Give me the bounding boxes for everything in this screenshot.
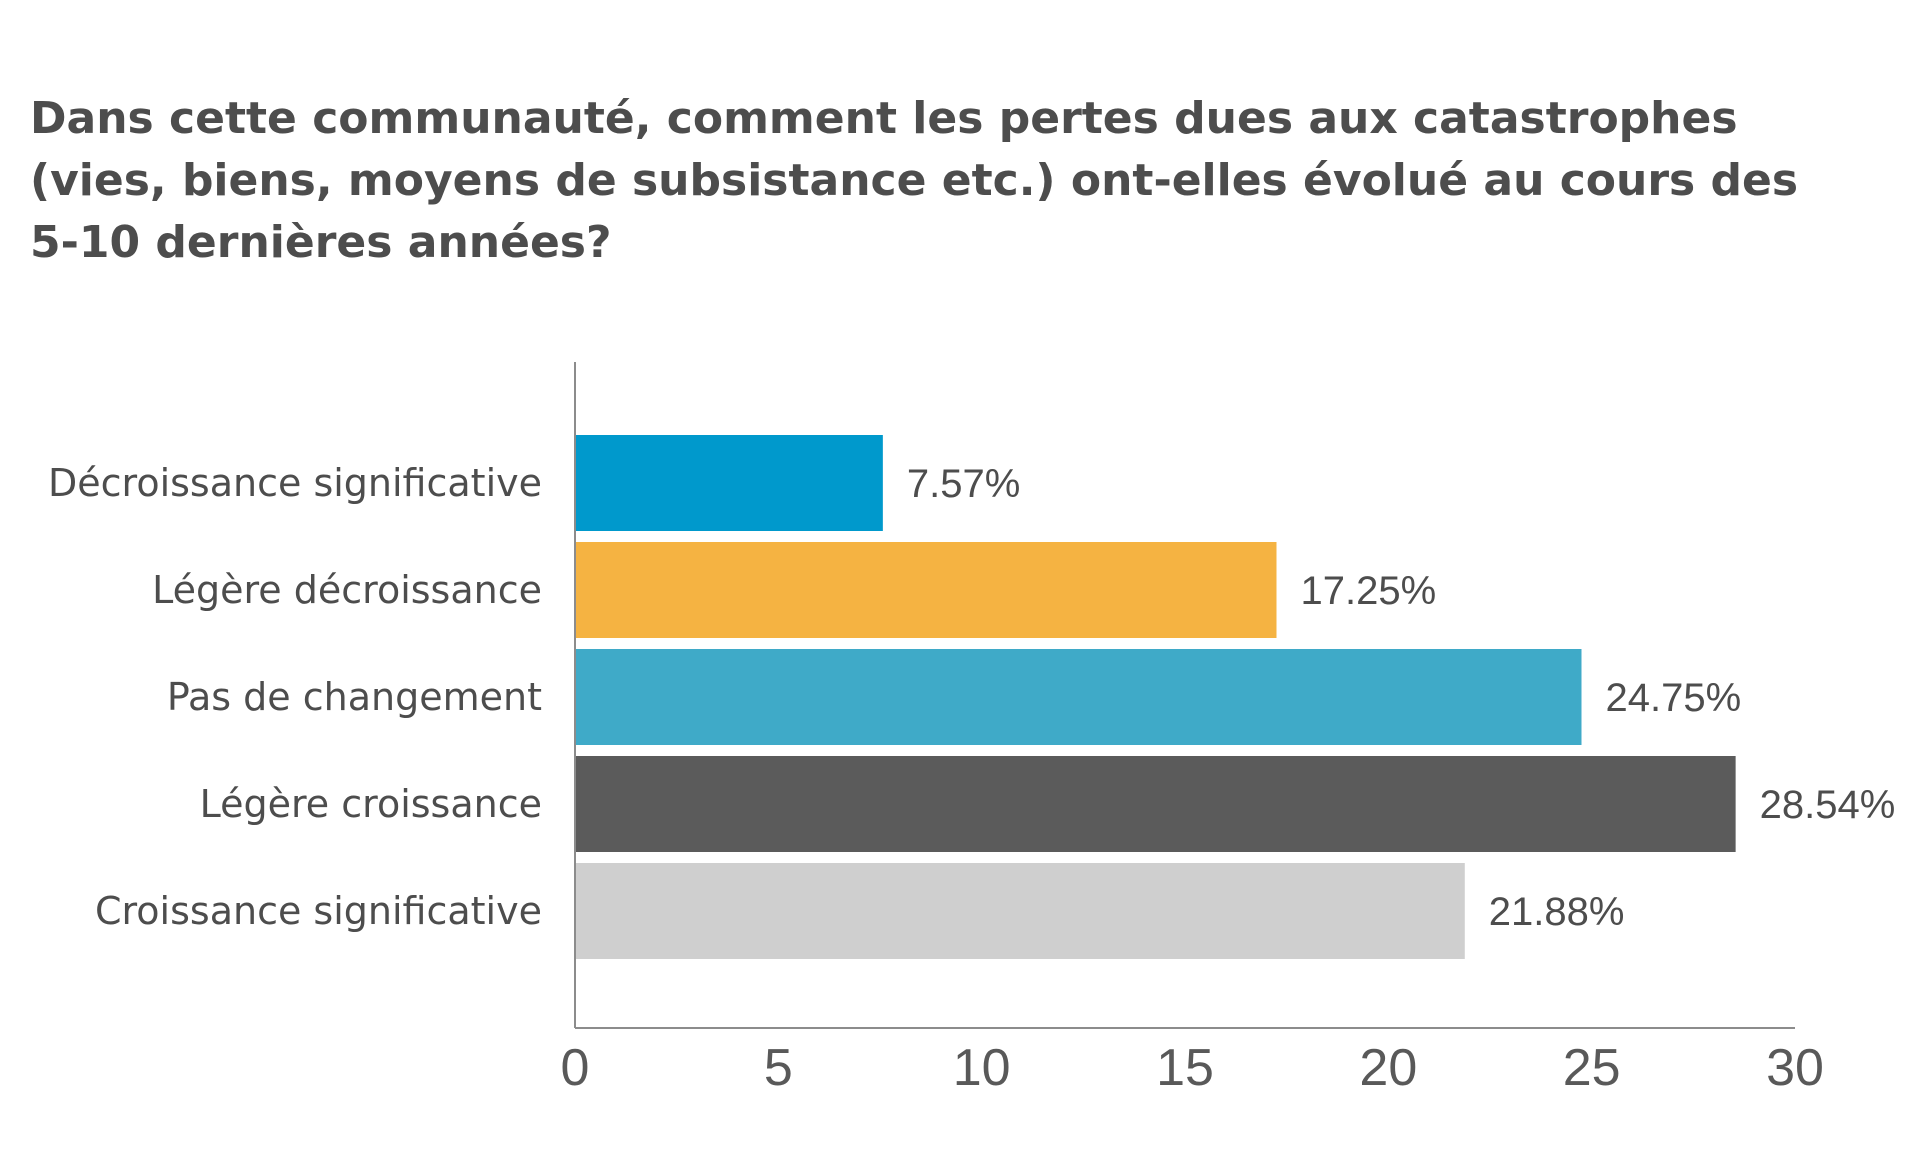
category-labels-group: Décroissance significative Légère décrois…: [48, 461, 542, 933]
bar: [576, 435, 883, 531]
value-label: 7.57%: [907, 462, 1020, 506]
x-ticks-group: 0 5 10 15 20 25 30: [561, 1039, 1824, 1097]
category-label: Pas de changement: [167, 675, 542, 719]
x-tick-label: 25: [1563, 1039, 1621, 1097]
value-label: 24.75%: [1606, 676, 1742, 720]
x-tick-label: 20: [1359, 1039, 1417, 1097]
chart-title: Dans cette communauté, comment les perte…: [30, 93, 1799, 268]
value-label: 28.54%: [1760, 783, 1896, 827]
category-label: Décroissance significative: [48, 461, 542, 505]
value-labels-group: 7.57% 17.25% 24.75% 28.54% 21.88%: [907, 462, 1895, 934]
category-label: Légère décroissance: [152, 568, 542, 612]
bar: [576, 756, 1736, 852]
x-tick-label: 5: [764, 1039, 793, 1097]
value-label: 17.25%: [1301, 569, 1437, 613]
bars-group: [576, 435, 1736, 959]
x-tick-label: 10: [953, 1039, 1011, 1097]
x-tick-label: 15: [1156, 1039, 1214, 1097]
bar: [576, 649, 1582, 745]
category-label: Croissance significative: [95, 889, 542, 933]
x-tick-label: 0: [561, 1039, 590, 1097]
bar: [576, 863, 1465, 959]
category-label: Légère croissance: [200, 782, 542, 826]
value-label: 21.88%: [1489, 890, 1625, 934]
bar: [576, 542, 1277, 638]
x-tick-label: 30: [1766, 1039, 1824, 1097]
